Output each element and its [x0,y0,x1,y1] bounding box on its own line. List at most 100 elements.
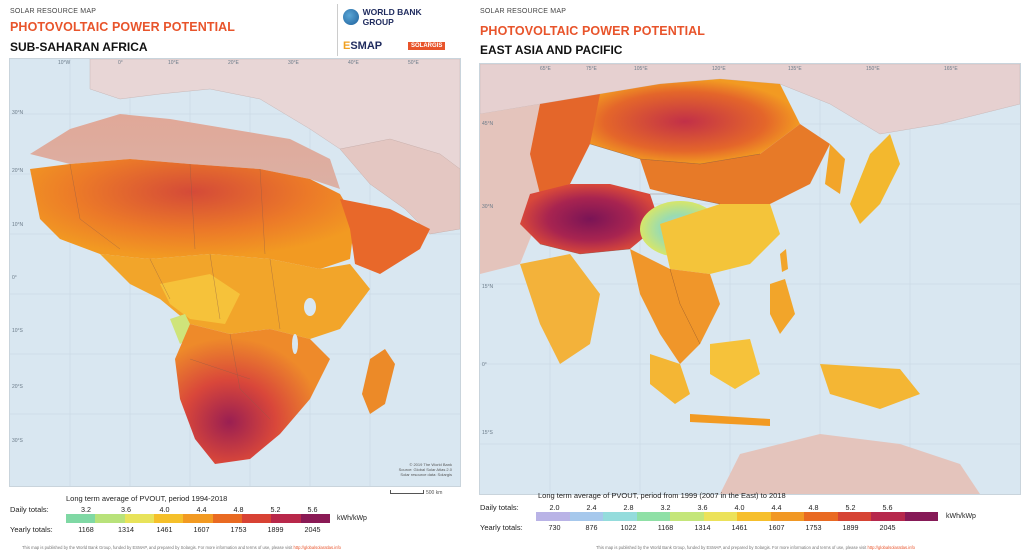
coord-left-3: 0° [12,275,17,281]
east-asia-map[interactable] [479,63,1021,495]
daily-tick: 3.6 [121,505,131,514]
daily-tick: 3.2 [660,503,671,512]
esmap-logo: ESMAP [343,40,383,52]
legend-swatch [670,512,704,521]
legend-swatch [241,514,272,523]
footer-note: This map is published by the World Bank … [596,545,915,550]
coord-top-0: 10°W [58,60,71,66]
footer-link[interactable]: http://globalsolaratlas.info [867,545,915,550]
coord-left-1: 30°N [482,204,494,210]
coord-left-4: 15°S [482,430,493,436]
daily-tick: 4.8 [808,503,819,512]
map-panel-east-asia: SOLAR RESOURCE MAP PHOTOVOLTAIC POWER PO… [476,0,1025,559]
coord-left-2: 15°N [482,284,494,290]
yearly-tick: 876 [585,523,598,532]
legend-swatch [636,512,670,521]
daily-ticks: 2.0 2.4 2.8 3.2 3.6 4.0 4.4 4.8 5.2 5.6 [536,503,906,512]
coord-left-0: 30°N [12,110,24,116]
daily-tick: 3.6 [697,503,708,512]
yearly-tick: 1753 [805,523,822,532]
legend-caption: Long term average of PVOUT, period 1994-… [66,494,228,503]
coord-left-4: 10°S [12,328,23,334]
yearly-totals-label: Yearly totals: [480,523,523,532]
yearly-tick: 1753 [230,525,247,534]
coord-top-1: 75°E [586,66,597,72]
daily-tick: 4.4 [196,505,207,514]
yearly-tick: 2045 [879,523,896,532]
region-title: SUB-SAHARAN AFRICA [10,40,148,54]
yearly-ticks: 1168 1314 1461 1607 1753 1899 2045 [66,525,331,534]
daily-tick: 4.0 [159,505,170,514]
daily-tick: 5.2 [845,503,856,512]
yearly-tick: 1461 [731,523,748,532]
yearly-tick: 1607 [193,525,210,534]
coord-left-1: 20°N [12,168,24,174]
legend-swatch [603,512,637,521]
map-title: PHOTOVOLTAIC POWER POTENTIAL [10,20,236,34]
legend-swatch [124,514,154,523]
coord-top-5: 150°E [866,66,880,72]
map-kicker: SOLAR RESOURCE MAP [10,8,97,15]
legend-swatch [737,512,771,521]
legend-swatch [153,514,184,523]
coord-left-5: 20°S [12,384,23,390]
legend-swatch [66,514,96,523]
footer-link[interactable]: http://globalsolaratlas.info [293,545,341,550]
legend-color-scale [66,514,330,523]
legend-swatch [837,512,871,521]
globe-icon [343,9,359,25]
daily-tick: 3.2 [81,505,91,514]
legend-swatch [569,512,603,521]
daily-totals-label: Daily totals: [10,505,49,514]
yearly-tick: 1022 [620,523,637,532]
legend-swatch [804,512,838,521]
coord-left-2: 10°N [12,222,24,228]
daily-ticks: 3.2 3.6 4.0 4.4 4.8 5.2 5.6 [66,505,331,514]
daily-totals-label: Daily totals: [480,503,519,512]
daily-tick: 2.4 [586,503,597,512]
daily-tick: 4.0 [734,503,745,512]
coord-left-0: 45°N [482,121,494,127]
legend-unit: kWh/kWp [337,515,367,522]
map-panel-africa: SOLAR RESOURCE MAP PHOTOVOLTAIC POWER PO… [0,0,470,559]
daily-tick: 4.8 [233,505,244,514]
coord-top-1: 0° [118,60,123,66]
daily-tick: 5.6 [307,505,318,514]
scale-label: 500 km [426,490,443,496]
world-bank-logo: WORLD BANK GROUP [343,6,453,28]
map-kicker: SOLAR RESOURCE MAP [480,8,567,15]
coord-left-3: 0° [482,362,487,368]
legend-swatch [770,512,804,521]
legend-caption: Long term average of PVOUT, period from … [538,491,786,500]
footer-note: This map is published by the World Bank … [22,545,341,550]
east-asia-map-graphic [480,64,1020,494]
yearly-tick: 1899 [267,525,284,534]
region-title: EAST ASIA AND PACIFIC [480,43,623,57]
daily-tick: 4.4 [771,503,782,512]
map-credit: © 2019 The World Bank Source: Global Sol… [398,462,452,477]
logo-divider [337,4,338,56]
coord-top-2: 105°E [634,66,648,72]
yearly-ticks: 730 876 1022 1168 1314 1461 1607 1753 18… [536,523,906,532]
legend-color-scale [536,512,938,521]
map-title: PHOTOVOLTAIC POWER POTENTIAL [480,24,706,38]
yearly-totals-label: Yearly totals: [10,525,53,534]
coord-top-6: 165°E [944,66,958,72]
coord-top-2: 10°E [168,60,179,66]
yearly-tick: 1168 [657,523,674,532]
scale-bar [390,490,424,494]
legend-swatch [271,514,301,523]
legend-swatch [300,514,330,523]
yearly-tick: 1899 [842,523,859,532]
coord-left-6: 30°S [12,438,23,444]
africa-map[interactable] [9,58,461,487]
legend-swatch [904,512,938,521]
legend-swatch [703,512,737,521]
coord-top-6: 50°E [408,60,419,66]
yearly-tick: 1314 [118,525,134,534]
legend-swatch [536,512,570,521]
solargis-logo: SOLARGIS [408,42,446,50]
coord-top-3: 120°E [712,66,726,72]
coord-top-3: 20°E [228,60,239,66]
coord-top-0: 65°E [540,66,551,72]
